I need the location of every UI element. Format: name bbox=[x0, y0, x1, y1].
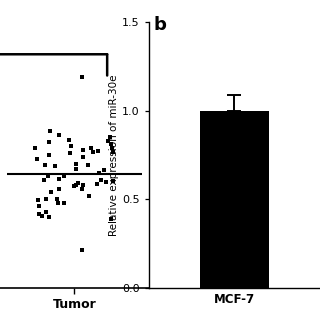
Point bbox=[85, 162, 90, 167]
Y-axis label: Relative expression of miR-30e: Relative expression of miR-30e bbox=[109, 75, 119, 236]
Point bbox=[74, 166, 79, 171]
Point bbox=[56, 187, 61, 192]
Point bbox=[108, 141, 113, 147]
Point bbox=[105, 138, 110, 143]
Point bbox=[66, 138, 71, 143]
Point bbox=[46, 214, 51, 220]
Point bbox=[81, 148, 86, 153]
Point bbox=[55, 197, 60, 202]
Point bbox=[33, 146, 38, 151]
Point bbox=[55, 201, 60, 206]
Point bbox=[52, 164, 57, 169]
Point bbox=[56, 176, 61, 181]
Point bbox=[80, 155, 85, 160]
Point bbox=[36, 212, 42, 217]
Point bbox=[44, 196, 49, 202]
Point bbox=[44, 210, 49, 215]
Point bbox=[91, 149, 96, 154]
Point bbox=[39, 214, 44, 219]
Point bbox=[45, 173, 50, 178]
Point bbox=[36, 204, 41, 209]
Point bbox=[74, 183, 79, 188]
Point bbox=[95, 148, 100, 154]
Point bbox=[57, 132, 62, 137]
Point bbox=[68, 143, 73, 148]
Point bbox=[110, 145, 115, 150]
Point bbox=[62, 200, 67, 205]
Point bbox=[47, 129, 52, 134]
Point bbox=[99, 177, 104, 182]
Point bbox=[71, 183, 76, 188]
Point bbox=[35, 197, 40, 203]
Point bbox=[80, 187, 85, 192]
Bar bbox=[200, 111, 269, 288]
Point bbox=[67, 150, 72, 155]
Point bbox=[97, 171, 102, 176]
Point bbox=[110, 179, 115, 184]
Point bbox=[46, 140, 51, 145]
Point bbox=[49, 189, 54, 194]
Point bbox=[76, 180, 81, 185]
Point bbox=[81, 183, 86, 188]
Point bbox=[43, 163, 48, 168]
Point bbox=[80, 247, 85, 252]
Point bbox=[89, 146, 94, 151]
Point bbox=[94, 182, 99, 187]
Point bbox=[34, 157, 39, 162]
Point bbox=[79, 75, 84, 80]
Point bbox=[41, 177, 46, 182]
Point bbox=[108, 135, 113, 140]
Point bbox=[87, 194, 92, 199]
Point bbox=[46, 152, 52, 157]
Text: b: b bbox=[154, 16, 166, 34]
Point bbox=[110, 150, 115, 155]
Point bbox=[73, 162, 78, 167]
Point bbox=[61, 173, 66, 179]
Point bbox=[101, 167, 107, 172]
Point bbox=[108, 216, 114, 221]
Point bbox=[104, 180, 109, 185]
